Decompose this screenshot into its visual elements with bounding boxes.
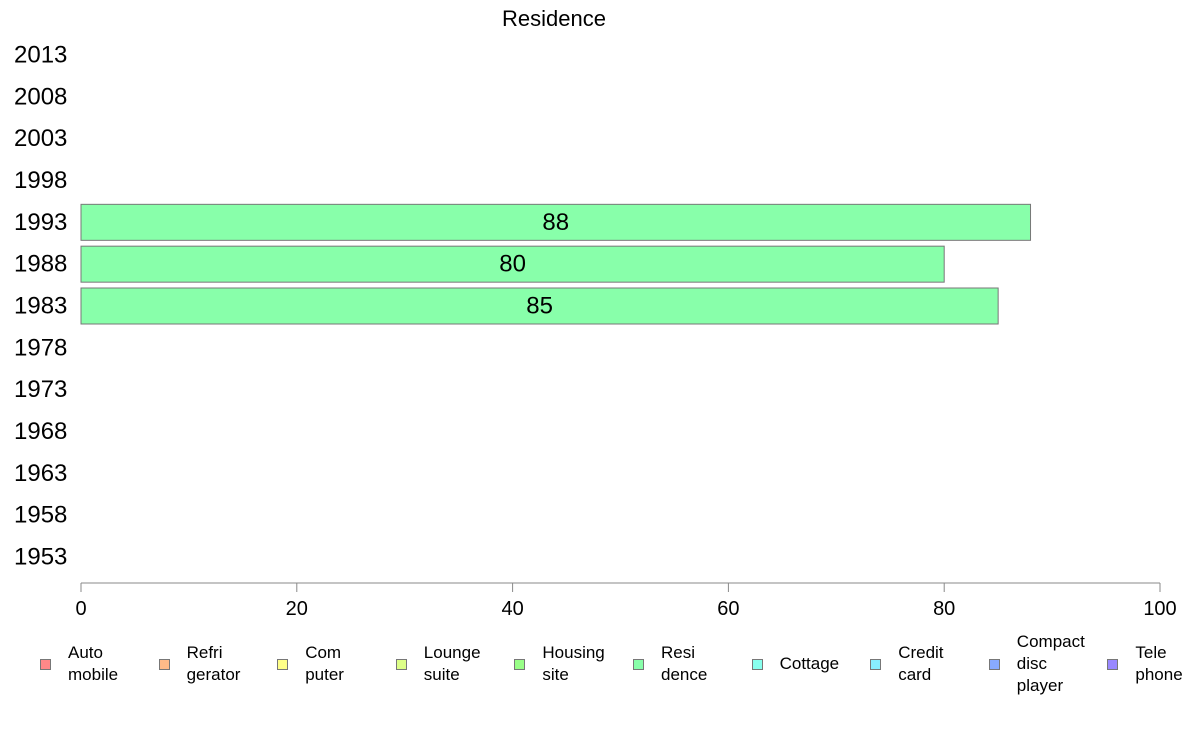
legend: Auto mobile Refri gerator Com puter Lounge … (0, 628, 1188, 708)
legend-swatch (158, 658, 170, 670)
legend-label: Refri gerator (186, 643, 241, 684)
legend-item: Compact disc player (988, 628, 1085, 700)
legend-swatch (751, 658, 763, 670)
legend-label: Housing site (542, 643, 605, 684)
x-tick-label: 80 (933, 598, 955, 620)
x-tick-label: 20 (286, 598, 308, 620)
legend-label: Lounge suite (423, 643, 481, 684)
legend-item: Housing site (514, 628, 605, 700)
chart-title: Residence (502, 6, 606, 31)
x-tick-label: 0 (75, 598, 86, 620)
y-tick-label: 1983 (14, 293, 67, 320)
y-tick-label: 1963 (14, 460, 67, 487)
x-tick-label: 60 (717, 598, 739, 620)
legend-label: Tele phone (1135, 643, 1183, 684)
legend-swatch (988, 658, 1000, 670)
legend-label: Compact disc player (1016, 632, 1085, 695)
legend-label: Credit card (898, 643, 944, 684)
y-tick-label: 1993 (14, 209, 67, 236)
y-tick-label: 2003 (14, 125, 67, 152)
legend-item: Cottage (751, 628, 840, 700)
legend-label: Resi dence (661, 643, 708, 684)
bar-value-label: 80 (499, 251, 526, 278)
y-tick-label: 1973 (14, 376, 67, 403)
y-tick-label: 2013 (14, 42, 67, 69)
legend-swatch (633, 658, 644, 670)
legend-swatch (40, 658, 51, 670)
legend-item: Lounge suite (395, 628, 481, 700)
legend-swatch (277, 658, 289, 670)
legend-item: Com puter (277, 628, 344, 700)
legend-label: Auto mobile (68, 643, 119, 684)
legend-swatch (395, 658, 407, 670)
y-tick-label: 1968 (14, 418, 67, 445)
legend-item: Credit card (870, 628, 944, 700)
x-tick-label: 40 (501, 598, 523, 620)
y-tick-label: 1988 (14, 251, 67, 278)
bar-value-label: 88 (542, 209, 569, 236)
x-axis: 0 20 40 60 80 100 (75, 582, 1177, 620)
legend-item: Tele phone (1107, 628, 1183, 700)
y-tick-label: 2008 (14, 83, 67, 110)
x-tick-label: 100 (1143, 598, 1176, 620)
legend-item: Resi dence (633, 628, 707, 700)
y-tick-label: 1978 (14, 334, 67, 361)
bar (80, 203, 1032, 241)
bar-chart: Residence 195319581963196819731978198319… (14, 6, 1177, 620)
legend-swatch (1107, 658, 1119, 670)
bar (80, 287, 999, 325)
y-tick-label: 1998 (14, 167, 67, 194)
y-axis-ticks: 1953 1958 1963 1968 1973 1978 1983 1988 1993 1998… (14, 42, 67, 571)
legend-label: Com puter (305, 643, 344, 684)
bar (80, 245, 945, 283)
legend-swatch (870, 658, 882, 670)
legend-label: Cottage (779, 654, 840, 673)
y-tick-label: 1958 (14, 502, 67, 529)
bar-value-label: 85 (526, 293, 553, 320)
legend-swatch (514, 658, 526, 670)
y-tick-label: 1953 (14, 544, 67, 571)
legend-item: Auto mobile (40, 628, 118, 700)
legend-item: Refri gerator (158, 628, 241, 700)
